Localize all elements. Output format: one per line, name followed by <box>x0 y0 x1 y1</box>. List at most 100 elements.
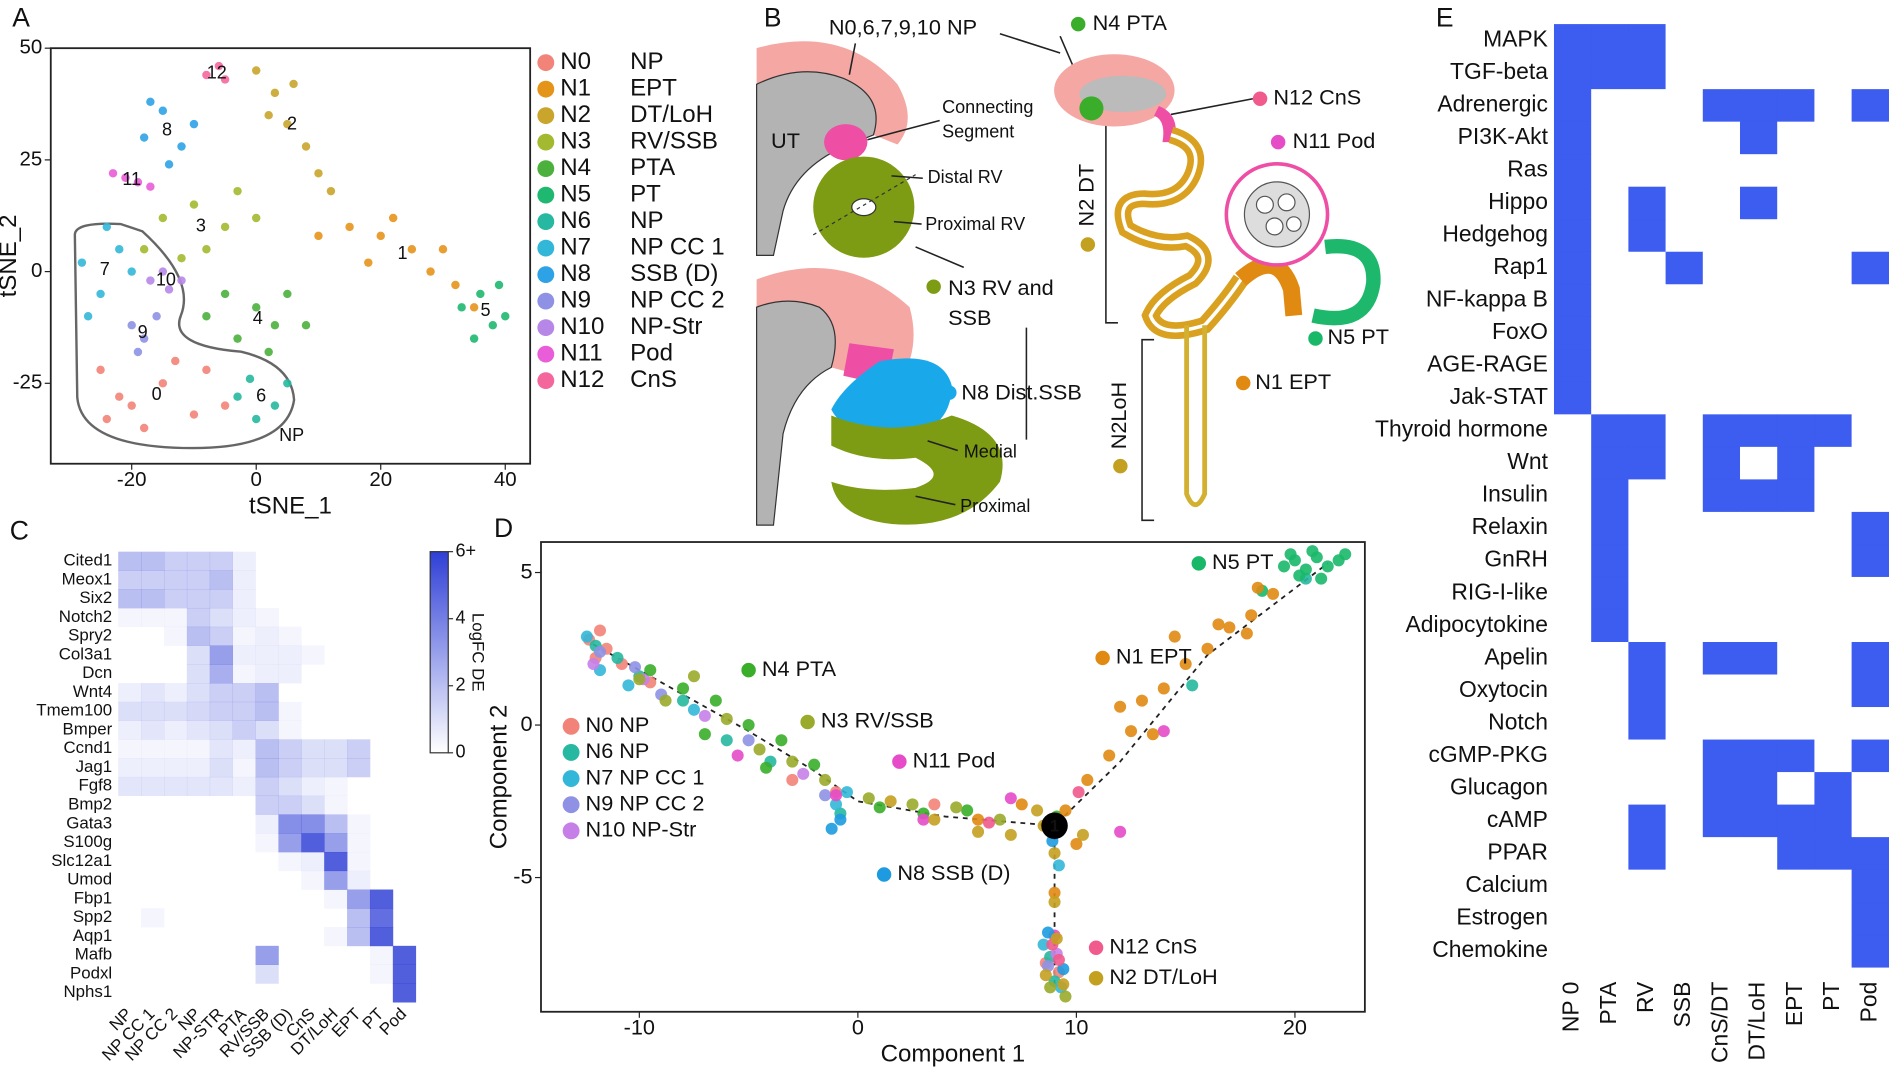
heat-cell <box>141 833 164 852</box>
point <box>797 767 810 780</box>
heat-cell <box>1628 837 1666 871</box>
point <box>220 401 230 410</box>
colorbar-title: LogFC DE <box>469 613 488 692</box>
point <box>884 795 897 808</box>
heat-cell <box>1665 56 1704 90</box>
point <box>873 801 886 814</box>
heat-cell <box>210 852 233 871</box>
heat-cell <box>393 589 416 608</box>
point <box>742 719 755 732</box>
point <box>834 813 847 826</box>
heat-cell <box>324 927 348 947</box>
point <box>1059 804 1072 817</box>
heat-cell <box>186 589 211 609</box>
heat-cell <box>118 927 141 946</box>
heat-cell <box>187 852 210 871</box>
point <box>1223 621 1236 634</box>
leader <box>891 175 923 180</box>
heat-cell <box>1814 186 1852 220</box>
diagram-label: N12 CnS <box>1273 85 1361 110</box>
point <box>233 186 242 196</box>
heat-cell <box>324 983 347 1002</box>
point <box>102 222 112 232</box>
divider <box>812 174 916 236</box>
row-label: Adrenergic <box>1437 90 1548 116</box>
heat-cell <box>301 552 324 571</box>
annotation-label: N5 PT <box>1212 549 1273 574</box>
point <box>388 213 398 223</box>
heat-cell <box>118 814 141 833</box>
heat-cell <box>163 551 188 571</box>
heat-cell <box>1777 576 1815 610</box>
heat-cell <box>118 852 141 871</box>
column-label: NP 0 <box>1558 982 1584 1032</box>
heat-cell <box>347 589 370 608</box>
heat-cell <box>232 664 256 684</box>
legend-label: N9 NP CC 2 <box>586 790 705 815</box>
heat-cell <box>1628 186 1666 220</box>
heat-cell <box>393 570 416 589</box>
heat-cell <box>324 776 348 797</box>
x-tick-label: 10 <box>1064 1014 1088 1039</box>
point <box>270 320 280 330</box>
x-tick-label: 40 <box>494 468 517 491</box>
heat-cell <box>1851 24 1889 57</box>
point <box>115 245 124 254</box>
heat-cell <box>232 551 256 571</box>
heat-cell <box>209 683 234 703</box>
legend-marker <box>537 345 555 363</box>
heat-cell <box>1591 511 1629 545</box>
heat-cell <box>210 965 233 984</box>
heat-cell <box>347 796 370 815</box>
heat-cell <box>255 833 279 853</box>
heat-cell <box>1628 251 1666 285</box>
leader <box>848 43 857 75</box>
heat-cell <box>233 983 256 1002</box>
heat-cell <box>1553 186 1592 220</box>
legend-marker <box>562 717 580 735</box>
heat-cell <box>1740 219 1778 253</box>
heat-cell <box>1814 544 1852 578</box>
heat-cell <box>1591 609 1629 643</box>
heat-cell <box>164 833 187 852</box>
legend-marker <box>537 213 555 231</box>
heat-cell <box>210 890 233 909</box>
heat-cell <box>1702 186 1741 220</box>
region-label: NP <box>279 425 304 445</box>
heat-cell <box>1665 739 1704 773</box>
colorbar-tick-label: 0 <box>455 742 465 762</box>
heat-cell <box>1628 219 1666 253</box>
legend-marker <box>537 133 555 151</box>
heat-cell <box>209 664 234 684</box>
heat-cell <box>370 983 393 1002</box>
annotation-dot <box>800 714 815 730</box>
heat-cell <box>1740 349 1778 383</box>
heat-cell <box>209 739 234 759</box>
heat-cell <box>1851 902 1889 936</box>
heat-cell <box>1777 869 1815 903</box>
row-label: Spp2 <box>73 907 112 926</box>
heat-cell <box>1591 89 1629 123</box>
row-label: Glucagon <box>1450 773 1548 799</box>
point <box>1146 728 1159 741</box>
heat-cell <box>256 927 279 946</box>
legend-marker <box>537 160 555 178</box>
heat-cell <box>187 965 210 984</box>
heat-cell <box>324 946 347 965</box>
y-tick-label: 25 <box>20 147 43 170</box>
heat-cell <box>1851 251 1889 285</box>
heat-cell <box>1851 772 1889 805</box>
heat-cell <box>1591 576 1629 610</box>
point <box>220 75 230 84</box>
heat-cell <box>163 701 188 721</box>
pt-loop <box>1311 238 1381 326</box>
heat-cell <box>1628 804 1666 838</box>
heat-cell <box>370 833 393 852</box>
heat-cell <box>118 720 142 740</box>
point <box>698 728 711 741</box>
heat-cell <box>301 683 324 702</box>
heat-cell <box>393 608 416 627</box>
point <box>77 258 87 267</box>
row-label: Slc12a1 <box>51 851 112 870</box>
row-label: Ras <box>1507 155 1548 181</box>
